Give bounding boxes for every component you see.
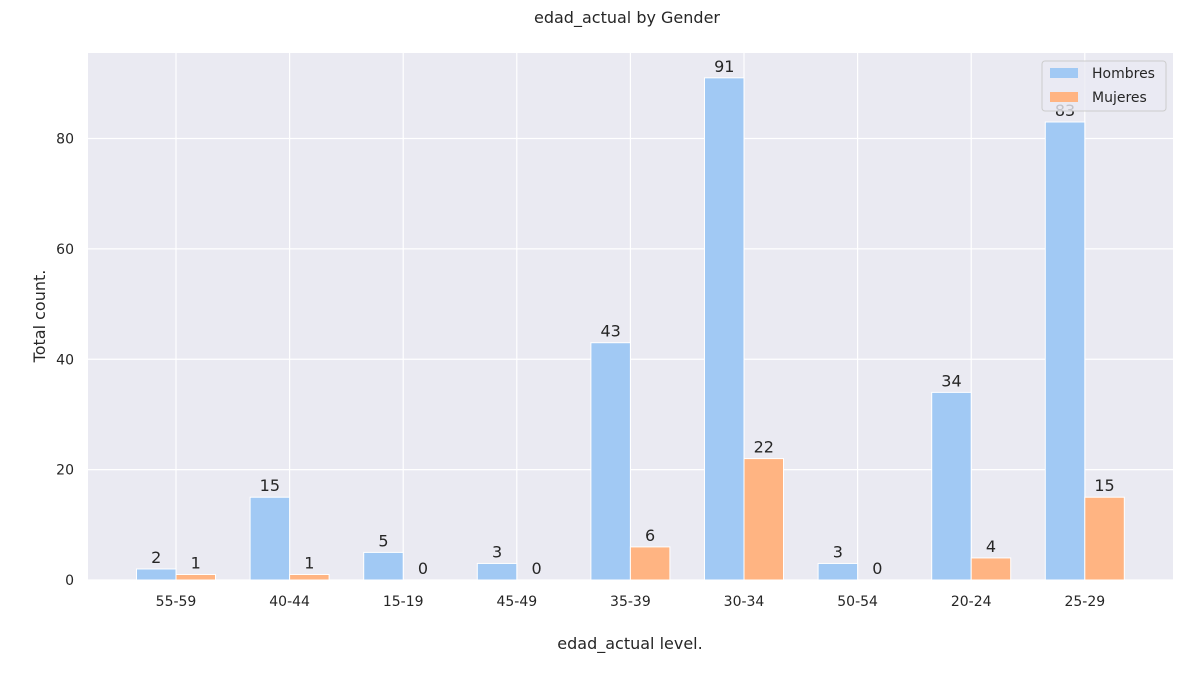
legend-label: Hombres	[1092, 66, 1155, 82]
x-axis-label: edad_actual level.	[557, 634, 702, 654]
bars	[136, 77, 1125, 581]
data-label: 0	[531, 559, 541, 578]
x-tick-label: 40-44	[269, 594, 310, 610]
bar-mujeres-20-24	[970, 557, 1012, 581]
data-label: 1	[304, 553, 314, 572]
data-label: 3	[833, 542, 843, 561]
x-tick-label: 15-19	[383, 594, 424, 610]
bar-hombres-25-29	[1044, 121, 1086, 581]
legend: Hombres Mujeres	[1041, 60, 1167, 112]
bar-hombres-30-34	[704, 77, 745, 581]
bar-hombres-15-19	[363, 551, 404, 581]
bar-hombres-20-24	[931, 391, 972, 581]
bar-hombres-35-39	[590, 342, 631, 581]
x-tick-label: 45-49	[496, 594, 537, 610]
bar-mujeres-30-34	[743, 458, 784, 581]
data-label: 15	[1094, 476, 1114, 495]
x-tick-label: 55-59	[156, 594, 197, 610]
x-tick-label: 50-54	[837, 594, 878, 610]
y-tick-label: 80	[56, 132, 74, 148]
legend-label: Mujeres	[1092, 90, 1147, 106]
legend-swatch	[1050, 68, 1078, 78]
bar-hombres-45-49	[476, 562, 518, 581]
chart-title: edad_actual by Gender	[534, 8, 720, 28]
x-tick-label: 30-34	[724, 594, 765, 610]
x-tick-labels: 55-59 40-44 15-19 45-49 35-39 30-34 50-54 20-24…	[156, 594, 1105, 610]
data-label: 22	[754, 438, 774, 457]
data-labels: 2155343913348311006220415	[151, 57, 1115, 578]
y-tick-label: 60	[56, 242, 74, 258]
data-label: 4	[986, 537, 996, 556]
y-axis-label: Total count.	[30, 270, 49, 364]
data-label: 34	[941, 371, 961, 390]
bar-mujeres-35-39	[629, 546, 671, 581]
data-label: 1	[191, 553, 201, 572]
data-label: 2	[151, 548, 161, 567]
data-label: 43	[600, 322, 620, 341]
data-label: 6	[645, 526, 655, 545]
x-tick-label: 20-24	[951, 594, 992, 610]
data-label: 0	[418, 559, 428, 578]
bar-hombres-55-59	[136, 568, 177, 581]
y-tick-label: 20	[56, 463, 74, 479]
bar-mujeres-25-29	[1084, 496, 1125, 581]
data-label: 3	[492, 542, 502, 561]
data-label: 0	[872, 559, 882, 578]
data-label: 15	[260, 476, 280, 495]
bar-hombres-50-54	[817, 562, 859, 581]
data-label: 91	[714, 57, 734, 76]
x-tick-label: 25-29	[1064, 594, 1105, 610]
y-tick-label: 0	[65, 573, 74, 589]
x-tick-label: 35-39	[610, 594, 651, 610]
data-label: 5	[378, 531, 388, 550]
bar-mujeres-55-59	[175, 573, 216, 581]
y-tick-labels: 0 20 40 60 80	[56, 132, 74, 589]
legend-swatch	[1050, 92, 1078, 102]
bar-hombres-40-44	[249, 496, 291, 581]
y-tick-label: 40	[56, 352, 74, 368]
bar-mujeres-40-44	[289, 573, 330, 581]
